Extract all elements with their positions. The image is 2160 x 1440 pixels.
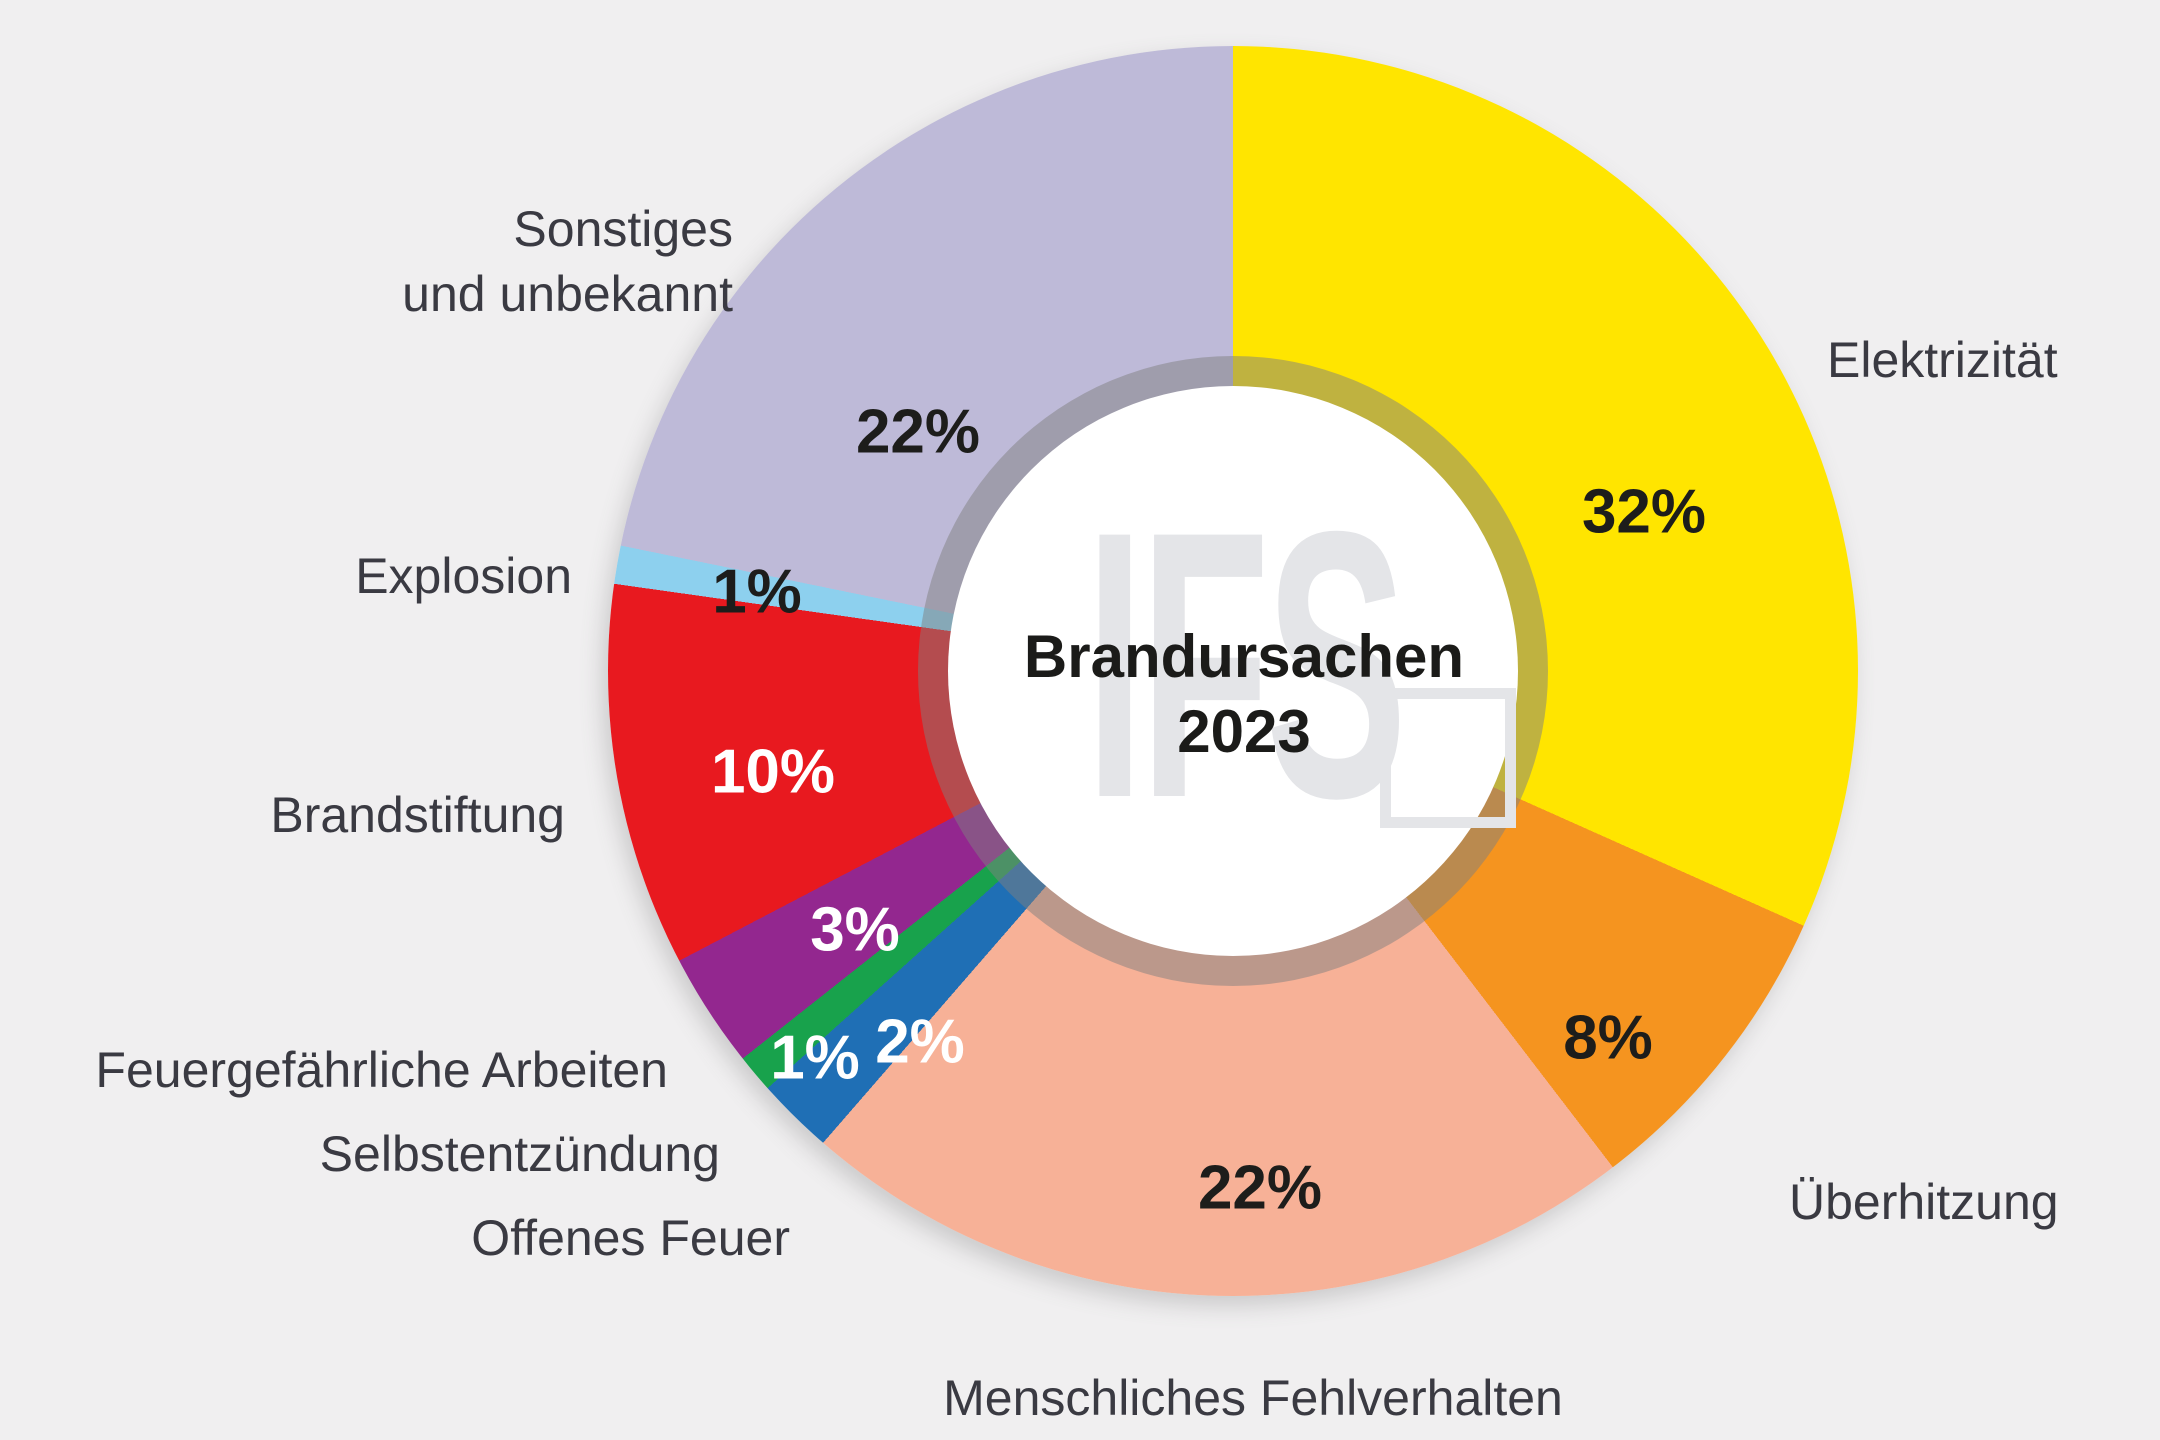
segment-value-fehlverhalten: 22% (1197, 1153, 1323, 1223)
segment-label-feuergef-arbeiten: Feuergefährliche Arbeiten (95, 1042, 668, 1098)
segment-value-elektrizitaet: 32% (1581, 477, 1707, 547)
segment-value-explosion: 1% (712, 557, 802, 627)
chart-title-line1: Brandursachen (1023, 623, 1465, 690)
chart-title: Brandursachen 2023 (1024, 619, 1464, 769)
segment-value-brandstiftung: 10% (710, 737, 836, 807)
segment-value-ueberhitzung: 8% (1563, 1003, 1653, 1073)
segment-value-selbstentzuendung: 1% (770, 1023, 860, 1093)
segment-label-explosion: Explosion (355, 548, 572, 604)
segment-value-feuergef-arbeiten: 3% (810, 895, 900, 965)
segment-value-sonstiges: 22% (855, 397, 981, 467)
ifs-watermark-square (1380, 688, 1516, 828)
segment-value-offenes-feuer: 2% (875, 1007, 965, 1077)
segment-label-fehlverhalten: Menschliches Fehlverhalten (943, 1370, 1563, 1426)
ifs-watermark: IFS (1085, 452, 1407, 878)
donut-center (948, 386, 1518, 956)
segment-label-selbstentzuendung: Selbstentzündung (319, 1126, 720, 1182)
chart-title-line2: 2023 (1177, 698, 1311, 765)
segment-label-brandstiftung: Brandstiftung (270, 787, 565, 843)
segment-label-sonstiges-line2: und unbekannt (402, 266, 733, 322)
segment-label-elektrizitaet: Elektrizität (1827, 332, 2058, 388)
segment-label-offenes-feuer: Offenes Feuer (471, 1210, 790, 1266)
segment-label-sonstiges: Sonstiges und unbekannt (402, 197, 733, 327)
segment-label-sonstiges-line1: Sonstiges (513, 201, 733, 257)
segment-label-ueberhitzung: Überhitzung (1789, 1174, 2059, 1230)
